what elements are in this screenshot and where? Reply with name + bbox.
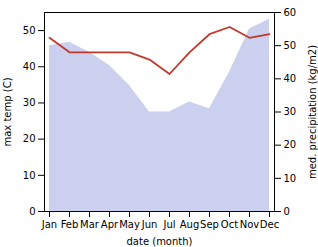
svg-text:Jul: Jul [162, 219, 175, 230]
svg-text:Feb: Feb [61, 219, 79, 230]
svg-text:Aug: Aug [180, 219, 200, 230]
svg-text:30: 30 [23, 97, 36, 108]
svg-text:40: 40 [23, 61, 36, 72]
svg-text:50: 50 [23, 25, 36, 36]
svg-text:May: May [119, 219, 140, 230]
svg-text:10: 10 [284, 173, 297, 184]
svg-text:Jun: Jun [141, 219, 158, 230]
svg-text:date (month): date (month) [127, 236, 193, 247]
svg-text:0: 0 [284, 206, 290, 217]
svg-text:Apr: Apr [101, 219, 119, 230]
svg-text:Oct: Oct [221, 219, 238, 230]
svg-text:60: 60 [284, 7, 297, 18]
svg-text:30: 30 [284, 106, 297, 117]
svg-text:Nov: Nov [240, 219, 260, 230]
svg-text:20: 20 [284, 139, 297, 150]
svg-text:40: 40 [284, 73, 297, 84]
svg-text:20: 20 [23, 133, 36, 144]
svg-text:Jan: Jan [41, 219, 57, 230]
svg-text:50: 50 [284, 40, 297, 51]
svg-text:0: 0 [29, 206, 35, 217]
svg-text:Sep: Sep [200, 219, 219, 230]
svg-text:10: 10 [23, 170, 36, 181]
svg-text:med. precipitation (kg/m2): med. precipitation (kg/m2) [307, 45, 318, 179]
svg-text:Mar: Mar [80, 219, 100, 230]
svg-text:Dec: Dec [260, 219, 279, 230]
svg-text:max temp (C): max temp (C) [2, 77, 13, 146]
